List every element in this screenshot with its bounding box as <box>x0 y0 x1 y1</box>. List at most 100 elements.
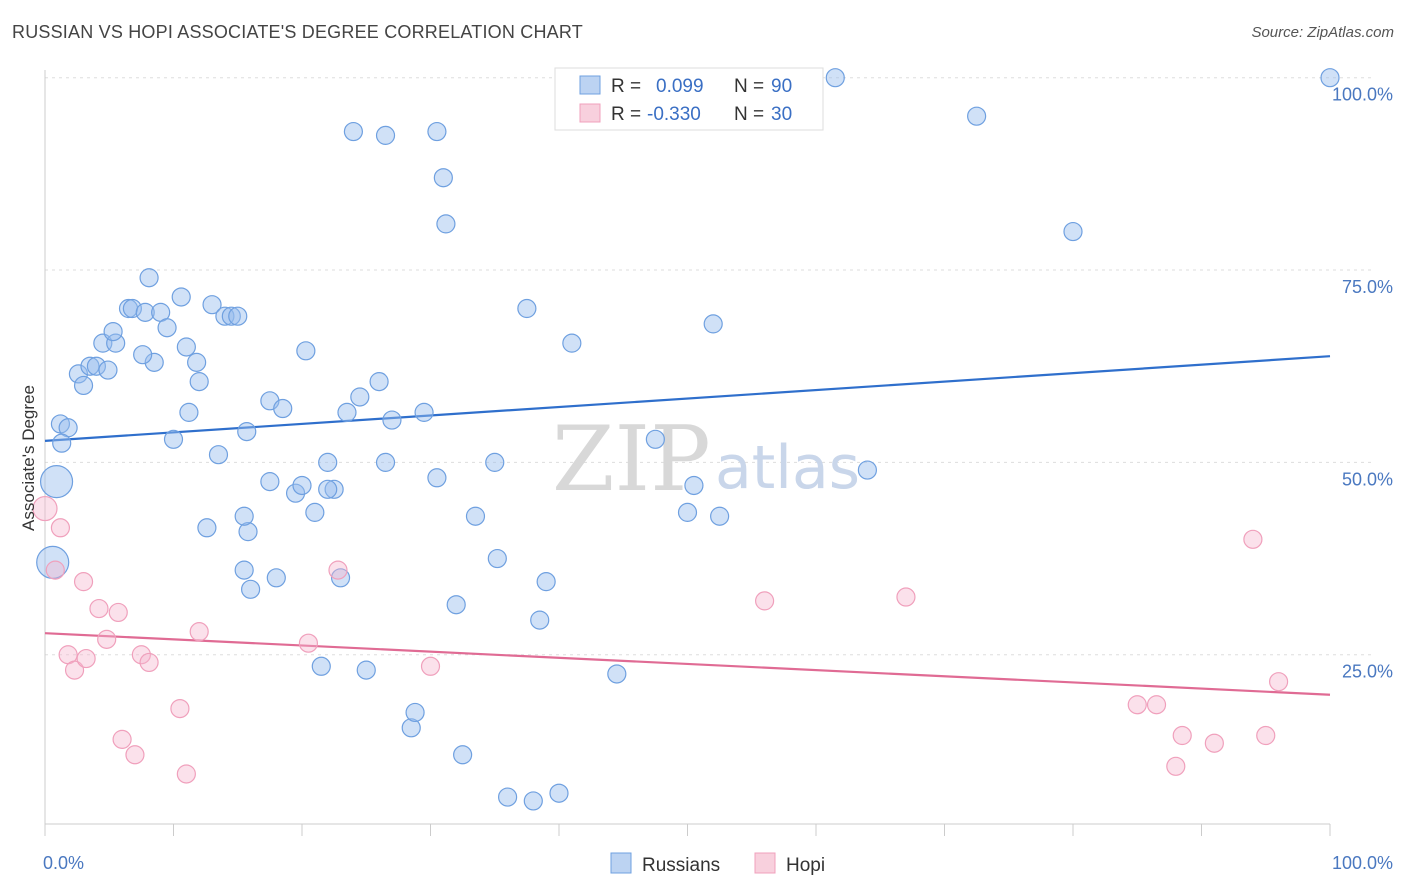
russians-point-77 <box>710 506 730 526</box>
y-tick-label-0: 100.0% <box>1332 85 1393 105</box>
russians-point-71 <box>517 298 537 319</box>
y-tick-label-3: 25.0% <box>1342 662 1393 682</box>
russians-point-3 <box>39 465 74 499</box>
hopi-point-17 <box>298 633 319 653</box>
russians-point-60 <box>446 595 466 615</box>
hopi-point-26 <box>1204 733 1224 753</box>
russians-point-73 <box>645 429 665 449</box>
russians-point-14 <box>122 298 142 319</box>
trend-lines <box>44 355 1331 696</box>
russians-point-24 <box>189 372 209 392</box>
russians-point-67 <box>530 610 550 630</box>
hopi-point-24 <box>1166 756 1186 776</box>
russians-point-70 <box>562 333 582 353</box>
watermark: ZIP atlas <box>552 407 860 512</box>
watermark-atlas: atlas <box>715 433 860 503</box>
hopi-r-value: -0.330 <box>647 104 701 125</box>
hopi-point-9 <box>108 602 128 623</box>
russians-point-55 <box>414 402 434 422</box>
russians-point-76 <box>703 314 723 334</box>
hopi-swatch <box>579 103 601 123</box>
hopi-point-7 <box>89 598 109 619</box>
russians-point-33 <box>238 522 258 542</box>
russians-point-20 <box>139 268 159 288</box>
x-tick-label-1: 100.0% <box>1332 853 1393 873</box>
hopi-point-16 <box>189 622 209 642</box>
hopi-n-value: 30 <box>771 104 792 125</box>
russians-point-87 <box>266 568 286 588</box>
hopi-point-2 <box>50 518 71 538</box>
russians-point-88 <box>241 579 261 599</box>
watermark-zip: ZIP <box>552 407 711 512</box>
series-legend: Russians Hopi <box>610 852 825 876</box>
hopi-point-23 <box>1146 695 1167 715</box>
russians-point-23 <box>187 352 207 372</box>
russians-point-64 <box>487 548 507 569</box>
hopi-point-22 <box>1127 695 1147 715</box>
hopi-point-20 <box>754 591 775 611</box>
russians-point-75 <box>677 502 698 522</box>
russians-point-48 <box>350 387 370 407</box>
russians-point-34 <box>234 506 254 526</box>
russians-point-21 <box>171 287 191 307</box>
russians-point-50 <box>369 372 389 392</box>
russians-point-59 <box>427 468 447 488</box>
russians-point-62 <box>465 506 486 526</box>
hopi-point-19 <box>420 656 441 676</box>
russians-point-58 <box>436 214 456 234</box>
source-label: Source: ZipAtlas.com <box>1251 24 1394 41</box>
russians-point-69 <box>549 783 569 803</box>
x-tick-label-0: 0.0% <box>43 853 84 873</box>
hopi-point-15 <box>176 764 196 784</box>
russians-swatch <box>579 75 601 95</box>
russians-point-29 <box>221 306 241 326</box>
russians-point-5 <box>68 364 89 384</box>
russians-point-2 <box>52 433 72 453</box>
russians-point-85 <box>375 125 396 145</box>
hopi-point-21 <box>896 587 916 607</box>
russians-point-15 <box>135 302 155 322</box>
legend-russians-swatch <box>610 852 632 874</box>
russians-point-22 <box>176 337 196 357</box>
russians-point-37 <box>273 398 293 419</box>
russians-point-68 <box>536 572 556 592</box>
russians-point-54 <box>405 702 425 723</box>
russians-point-38 <box>296 341 316 361</box>
russians-point-83 <box>1320 68 1340 88</box>
hopi-point-0 <box>32 495 58 522</box>
hopi-point-12 <box>131 645 151 665</box>
hopi-point-28 <box>1256 725 1276 746</box>
russians-trend-line <box>44 355 1331 442</box>
russians-point-81 <box>967 106 987 126</box>
russians-point-16 <box>144 352 164 372</box>
russians-point-86 <box>318 479 338 499</box>
russians-point-41 <box>292 475 312 496</box>
russians-point-44 <box>318 452 338 472</box>
russians-r-label: R = <box>611 76 641 97</box>
legend-hopi-label: Hopi <box>786 855 825 876</box>
chart-title: RUSSIAN VS HOPI ASSOCIATE'S DEGREE CORRE… <box>12 22 583 42</box>
russians-point-84 <box>343 121 363 142</box>
hopi-point-14 <box>170 698 190 719</box>
hopi-point-13 <box>139 652 159 673</box>
russians-point-42 <box>305 502 325 522</box>
russians-point-72 <box>607 664 627 684</box>
russians-point-46 <box>330 568 351 588</box>
russians-point-51 <box>375 452 396 472</box>
russians-point-8 <box>86 356 107 376</box>
hopi-point-1 <box>45 560 65 580</box>
russians-point-63 <box>485 452 505 472</box>
russians-point-39 <box>260 472 280 492</box>
hopi-point-11 <box>125 745 145 765</box>
russians-point-25 <box>179 402 199 422</box>
russians-point-18 <box>133 345 153 365</box>
hopi-point-27 <box>1243 529 1263 549</box>
russians-n-label: N = <box>734 76 764 97</box>
russians-point-74 <box>684 475 704 496</box>
hopi-point-5 <box>73 572 94 592</box>
russians-point-66 <box>523 791 543 811</box>
russians-point-53 <box>401 718 421 738</box>
russians-point-32 <box>197 518 217 538</box>
russians-point-49 <box>356 660 376 680</box>
